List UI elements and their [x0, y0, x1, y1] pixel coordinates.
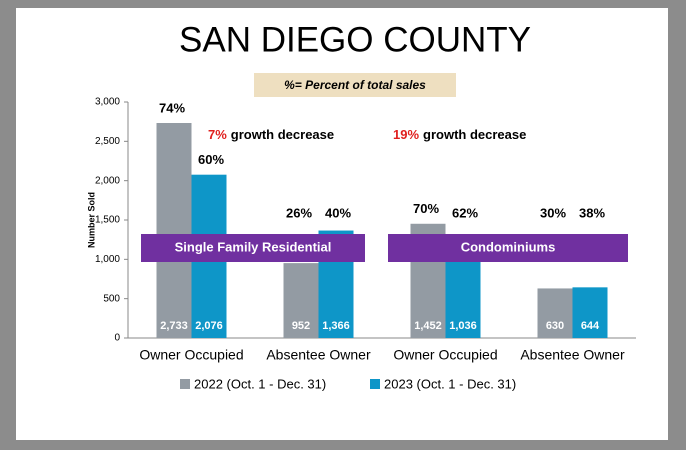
bar	[572, 287, 608, 338]
subtitle-box	[254, 73, 456, 97]
group-label: Condominiums	[461, 239, 556, 254]
bar	[445, 256, 481, 338]
annotation: 7% growth decrease	[208, 127, 334, 142]
x-tick-label: Absentee Owner	[520, 347, 625, 363]
bar	[156, 123, 192, 338]
share-label: 30%	[540, 205, 566, 220]
bar	[537, 288, 573, 338]
x-tick-label: Owner Occupied	[139, 347, 243, 363]
annotation-highlight: 7%	[208, 127, 227, 142]
annotation: 19% growth decrease	[393, 127, 526, 142]
y-tick-label: 3,000	[95, 97, 120, 108]
share-label: 38%	[579, 205, 605, 220]
value-label: 2,733	[160, 320, 188, 332]
value-label: 630	[546, 320, 564, 332]
group-label: Single Family Residential	[175, 239, 332, 254]
annotation-text: growth decrease	[423, 127, 526, 142]
group-banner	[388, 234, 628, 262]
value-label: 1,036	[449, 320, 477, 332]
y-tick-label: 0	[114, 333, 120, 344]
y-tick-label: 2,000	[95, 175, 120, 186]
value-label: 1,366	[322, 320, 350, 332]
x-tick-label: Absentee Owner	[266, 347, 371, 363]
share-label: 62%	[452, 205, 478, 220]
y-tick-label: 1,500	[95, 215, 120, 226]
y-tick-label: 2,500	[95, 136, 120, 147]
value-label: 952	[292, 320, 310, 332]
y-axis-label: Number Sold	[86, 192, 96, 248]
legend-label: 2023 (Oct. 1 - Dec. 31)	[384, 376, 516, 391]
share-label: 26%	[286, 205, 312, 220]
bar	[283, 263, 319, 338]
share-label: 70%	[413, 201, 439, 216]
subtitle: %= Percent of total sales	[284, 78, 426, 92]
y-tick-label: 500	[103, 293, 120, 304]
share-label: 40%	[325, 205, 351, 220]
y-tick-label: 1,000	[95, 254, 120, 265]
x-tick-label: Owner Occupied	[393, 347, 497, 363]
value-label: 1,452	[414, 320, 442, 332]
share-label: 74%	[159, 100, 185, 115]
annotation-highlight: 19%	[393, 127, 419, 142]
legend-label: 2022 (Oct. 1 - Dec. 31)	[194, 376, 326, 391]
value-label: 2,076	[195, 320, 223, 332]
chart-title: SAN DIEGO COUNTY	[179, 20, 531, 59]
share-label: 60%	[198, 152, 224, 167]
legend-swatch	[180, 379, 190, 389]
group-banner	[141, 234, 365, 262]
annotation-text: growth decrease	[231, 127, 334, 142]
legend-swatch	[370, 379, 380, 389]
value-label: 644	[581, 320, 600, 332]
